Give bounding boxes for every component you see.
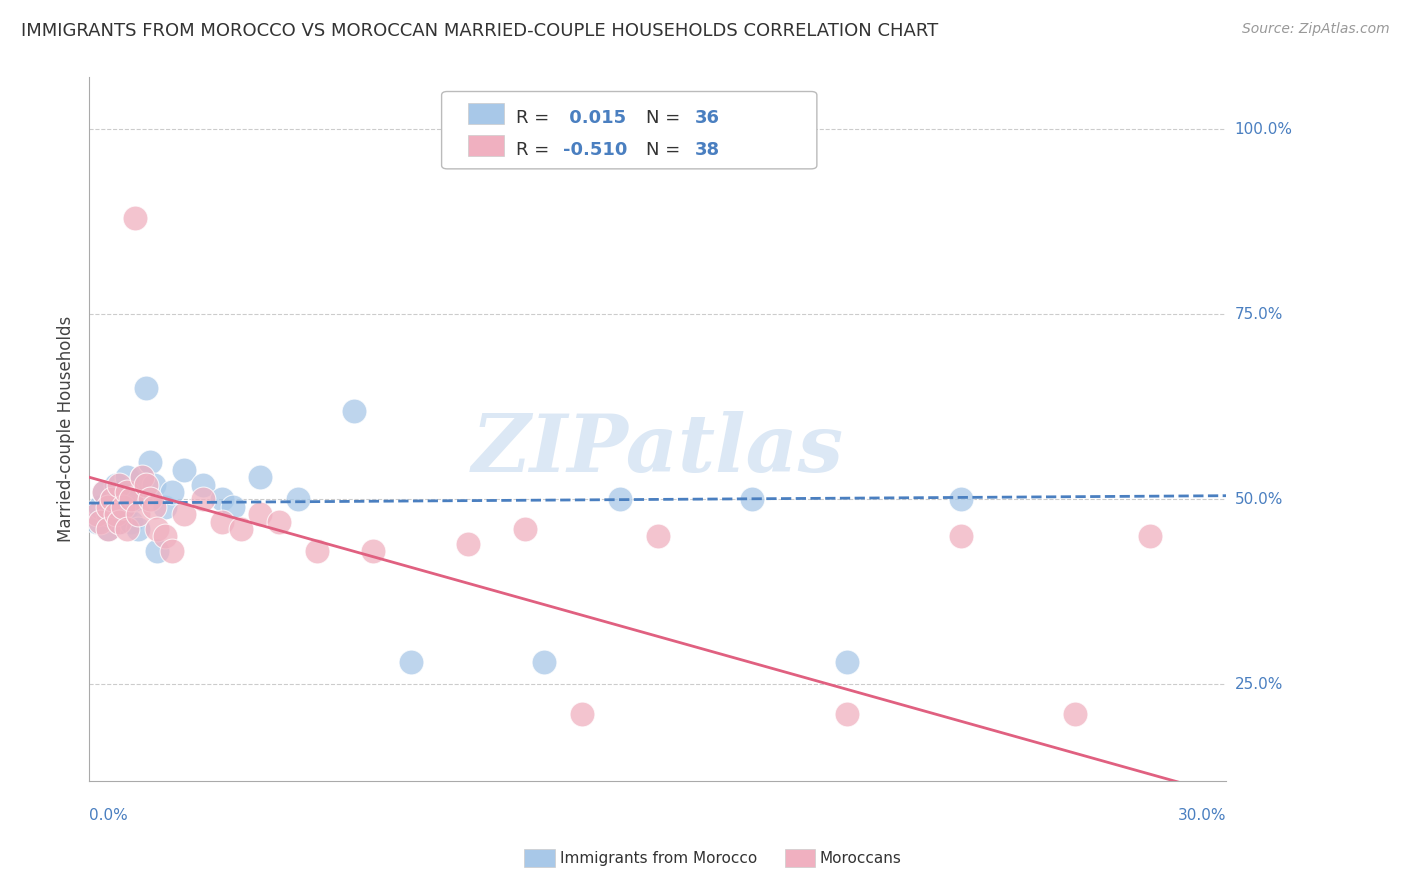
Text: -0.510: -0.510	[564, 141, 627, 159]
Point	[93, 485, 115, 500]
Point	[135, 477, 157, 491]
Point	[249, 507, 271, 521]
Text: IMMIGRANTS FROM MOROCCO VS MOROCCAN MARRIED-COUPLE HOUSEHOLDS CORRELATION CHART: IMMIGRANTS FROM MOROCCO VS MOROCCAN MARR…	[21, 22, 938, 40]
Point	[86, 507, 108, 521]
Text: 30.0%: 30.0%	[1178, 808, 1226, 823]
Point	[89, 515, 111, 529]
Point	[162, 544, 184, 558]
Point	[647, 529, 669, 543]
Point	[173, 463, 195, 477]
Point	[267, 515, 290, 529]
Point	[131, 470, 153, 484]
Point	[93, 485, 115, 500]
Point	[108, 515, 131, 529]
Point	[249, 470, 271, 484]
Point	[457, 537, 479, 551]
Point	[1063, 707, 1085, 722]
Bar	[468, 135, 505, 156]
Point	[115, 470, 138, 484]
Point	[127, 522, 149, 536]
Text: 38: 38	[695, 141, 720, 159]
Point	[211, 492, 233, 507]
Point	[222, 500, 245, 514]
Point	[191, 492, 214, 507]
Text: 25.0%: 25.0%	[1234, 677, 1282, 692]
Point	[146, 544, 169, 558]
Text: 75.0%: 75.0%	[1234, 307, 1282, 322]
Point	[837, 655, 859, 669]
Point	[124, 492, 146, 507]
Point	[229, 522, 252, 536]
Point	[108, 477, 131, 491]
Point	[120, 515, 142, 529]
Text: 0.0%: 0.0%	[89, 808, 128, 823]
Point	[138, 455, 160, 469]
FancyBboxPatch shape	[441, 92, 817, 169]
Point	[142, 500, 165, 514]
Text: Source: ZipAtlas.com: Source: ZipAtlas.com	[1241, 22, 1389, 37]
Point	[89, 500, 111, 514]
Text: 0.015: 0.015	[564, 109, 627, 127]
Point	[343, 403, 366, 417]
Point	[101, 492, 124, 507]
Point	[211, 515, 233, 529]
Point	[146, 522, 169, 536]
Point	[97, 522, 120, 536]
Point	[120, 492, 142, 507]
Text: 50.0%: 50.0%	[1234, 491, 1282, 507]
Point	[162, 485, 184, 500]
Point	[86, 515, 108, 529]
Text: N =: N =	[647, 141, 686, 159]
Text: Immigrants from Morocco: Immigrants from Morocco	[560, 851, 756, 865]
Bar	[468, 103, 505, 124]
Point	[138, 492, 160, 507]
Point	[305, 544, 328, 558]
Point	[131, 470, 153, 484]
Point	[97, 522, 120, 536]
Text: R =: R =	[516, 109, 554, 127]
Point	[142, 477, 165, 491]
Point	[533, 655, 555, 669]
Y-axis label: Married-couple Households: Married-couple Households	[58, 316, 75, 542]
Point	[287, 492, 309, 507]
Point	[101, 492, 124, 507]
Point	[401, 655, 423, 669]
Text: N =: N =	[647, 109, 686, 127]
Point	[571, 707, 593, 722]
Point	[124, 211, 146, 225]
Text: ZIPatlas: ZIPatlas	[471, 411, 844, 489]
Point	[173, 507, 195, 521]
Point	[153, 529, 176, 543]
Point	[127, 507, 149, 521]
Point	[112, 500, 135, 514]
Point	[949, 529, 972, 543]
Point	[513, 522, 536, 536]
Point	[115, 522, 138, 536]
Text: 100.0%: 100.0%	[1234, 122, 1292, 136]
Point	[363, 544, 385, 558]
Point	[115, 485, 138, 500]
Point	[108, 485, 131, 500]
Point	[741, 492, 763, 507]
Point	[1139, 529, 1161, 543]
Point	[191, 477, 214, 491]
Point	[837, 707, 859, 722]
Text: R =: R =	[516, 141, 554, 159]
Point	[97, 500, 120, 514]
Point	[104, 477, 127, 491]
Point	[153, 500, 176, 514]
Text: 36: 36	[695, 109, 720, 127]
Text: Moroccans: Moroccans	[820, 851, 901, 865]
Point	[949, 492, 972, 507]
Point	[104, 507, 127, 521]
Point	[112, 492, 135, 507]
Point	[609, 492, 631, 507]
Point	[108, 515, 131, 529]
Point	[97, 507, 120, 521]
Point	[115, 500, 138, 514]
Point	[104, 507, 127, 521]
Point	[135, 381, 157, 395]
